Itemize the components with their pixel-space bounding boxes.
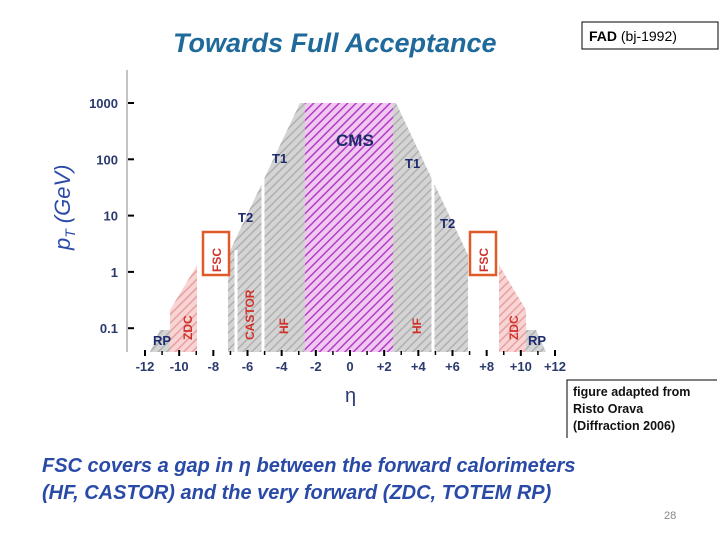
figure: CMS T1 T1 T2 T2 RP RP FSC FSC CASTOR HF … xyxy=(50,70,566,407)
credit-border xyxy=(566,379,717,438)
fsc-box xyxy=(468,230,498,277)
x-tick-label: +2 xyxy=(377,359,392,374)
y-tick-label: 100 xyxy=(96,152,118,167)
x-tick-label: -10 xyxy=(170,359,189,374)
rp-left xyxy=(150,330,170,352)
label: CMS xyxy=(336,131,374,150)
body-line: FSC covers a gap in η between the forwar… xyxy=(42,455,576,477)
y-tick-label: 0.1 xyxy=(100,321,118,336)
x-tick-label: +12 xyxy=(544,359,566,374)
credit-line: (Diffraction 2006) xyxy=(573,419,675,433)
grey-right xyxy=(391,103,468,352)
title: Towards Full Acceptance xyxy=(173,28,497,58)
rp-right xyxy=(526,330,546,352)
y-label-unit: (GeV) xyxy=(50,165,75,224)
label: HF xyxy=(410,318,424,334)
badge: FAD (bj-1992) xyxy=(589,28,677,44)
fsc-box xyxy=(201,230,231,277)
x-tick-label: +10 xyxy=(510,359,532,374)
x-tick-label: -6 xyxy=(242,359,254,374)
label: CASTOR xyxy=(243,289,257,340)
y-label-base: p xyxy=(50,238,75,251)
label: FSC xyxy=(210,248,224,272)
label: ZDC xyxy=(181,315,195,340)
label: T2 xyxy=(440,216,455,231)
credit-line: figure adapted from xyxy=(573,385,690,399)
label: HF xyxy=(277,318,291,334)
x-tick-label: -8 xyxy=(208,359,220,374)
zdc-right xyxy=(499,265,526,352)
x-tick-label: -2 xyxy=(310,359,322,374)
label: T1 xyxy=(272,151,287,166)
label: T1 xyxy=(405,156,420,171)
y-tick-label: 1 xyxy=(111,265,118,280)
badge-box xyxy=(581,21,719,50)
x-tick-label: 0 xyxy=(346,359,353,374)
y-tick-label: 1000 xyxy=(89,96,118,111)
grey-left xyxy=(228,103,305,352)
y-label: pT (GeV) xyxy=(50,165,78,252)
label: RP xyxy=(528,333,546,348)
x-tick-label: +8 xyxy=(479,359,494,374)
y-label-sub: T xyxy=(62,228,78,238)
x-tick-label: -12 xyxy=(136,359,155,374)
y-tick-label: 10 xyxy=(104,209,118,224)
label: T2 xyxy=(238,210,253,225)
label: FSC xyxy=(477,248,491,272)
badge-bold: FAD xyxy=(589,28,617,44)
page-number: 28 xyxy=(664,510,676,522)
zdc-left xyxy=(170,265,197,352)
x-tick-label: +6 xyxy=(445,359,460,374)
ticks: 1000 100 10 1 0.1 -12 -10 -8 -6 -4 -2 0 +2 +4 +6 +8 +10 +… xyxy=(89,96,566,374)
credit-box xyxy=(567,380,717,438)
x-label: η xyxy=(345,385,356,407)
x-tick-label: +4 xyxy=(411,359,427,374)
cms-region xyxy=(305,103,393,352)
label: ZDC xyxy=(507,315,521,340)
body-line: (HF, CASTOR) and the very forward (ZDC, … xyxy=(42,482,552,504)
x-tick-label: -4 xyxy=(276,359,288,374)
credit-line: Risto Orava xyxy=(573,402,644,416)
badge-rest: (bj-1992) xyxy=(621,28,677,44)
label: RP xyxy=(153,333,171,348)
